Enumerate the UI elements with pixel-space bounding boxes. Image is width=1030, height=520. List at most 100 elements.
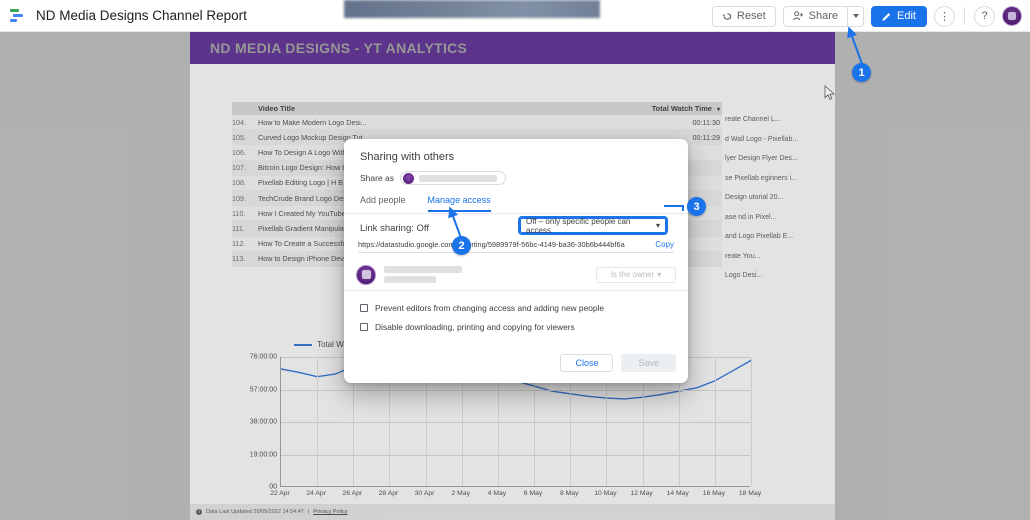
chart-x-tick-label: 6 May — [523, 490, 543, 497]
row-number: 104. — [232, 117, 246, 127]
row-number: 110. — [232, 208, 246, 218]
kebab-menu-icon: ⋮ — [939, 10, 950, 23]
share-as-account-chip[interactable] — [400, 171, 507, 185]
sharing-dialog: Sharing with others Share as Add people … — [344, 139, 688, 383]
chart-x-tick-label: 12 May — [630, 490, 653, 497]
checkbox-icon[interactable] — [360, 304, 368, 312]
sort-caret-icon: ▾ — [716, 107, 720, 113]
chart-x-axis-labels: 22 Apr 24 Apr 26 Apr 28 Apr 30 Apr 2 May 4 May… — [270, 490, 761, 502]
more-options-button[interactable]: ⋮ — [934, 5, 955, 27]
toolbar-right: Reset Share Edit ⋮ — [711, 0, 1022, 32]
video-table-secondary-column: reate Channel L... d Wall Logo - Pixellab… — [725, 115, 823, 291]
close-button[interactable]: Close — [560, 354, 614, 372]
mouse-cursor — [824, 85, 835, 100]
chart-x-tick-label: 14 May — [666, 490, 689, 497]
chart-x-tick-label: 30 Apr — [414, 490, 435, 497]
row-watch-time: 00:11:29 — [692, 132, 720, 142]
chevron-down-icon: ▾ — [657, 270, 662, 279]
share-url-row: https://datastudio.google.com/reporting/… — [358, 237, 674, 253]
chart-y-tick-label: 19:00:00 — [249, 451, 277, 458]
person-add-icon — [792, 11, 803, 21]
chart-gridline — [281, 389, 750, 391]
share-dropdown-button[interactable] — [847, 5, 865, 27]
share-url-text[interactable]: https://datastudio.google.com/reporting/… — [358, 240, 625, 249]
chart-vertical-gridline — [714, 357, 716, 486]
report-footer: i Data Last Updated 20/05/2022 14:54:47 … — [190, 504, 835, 520]
owner-name-redacted — [384, 266, 462, 273]
callout-badge-2: 2 — [452, 236, 471, 255]
owner-role-label: Is the owner — [610, 270, 655, 279]
chart-vertical-gridline — [751, 357, 752, 486]
owner-role-select[interactable]: Is the owner ▾ — [596, 266, 676, 283]
disable-download-label: Disable downloading, printing and copyin… — [375, 322, 575, 332]
dialog-actions: Close Save — [560, 354, 676, 372]
chart-vertical-gridline — [570, 357, 572, 486]
chart-y-tick-label: 76:00:00 — [249, 353, 277, 361]
chart-x-tick-label: 26 Apr — [342, 490, 363, 497]
row-number: 109. — [232, 193, 246, 203]
help-button[interactable]: ? — [974, 5, 995, 27]
owner-email-redacted — [384, 276, 436, 283]
row-number: 106. — [232, 147, 246, 157]
privacy-policy-link[interactable]: Privacy Policy — [313, 509, 348, 515]
dialog-title: Sharing with others — [360, 151, 455, 163]
secondary-row-title: and Logo Pixellab E... — [725, 233, 794, 240]
prevent-editors-checkbox-row[interactable]: Prevent editors from changing access and… — [360, 303, 604, 313]
secondary-row-title: ase nd in Pixel... — [725, 213, 777, 221]
header-video-title: Video Title — [258, 104, 296, 113]
owner-avatar — [356, 264, 376, 285]
toolbar-left: ND Media Designs Channel Report — [0, 8, 247, 24]
secondary-row-title: se Pixellab eginners i... — [725, 174, 797, 182]
secondary-row-title: lyer Design Flyer Des... — [725, 155, 798, 162]
share-as-email-redacted — [419, 174, 498, 182]
checkbox-icon[interactable] — [360, 323, 368, 331]
chart-x-tick-label: 4 May — [487, 490, 507, 497]
row-video-title: How to Design iPhone Devic... — [258, 254, 356, 264]
chart-vertical-gridline — [389, 357, 391, 486]
table-row[interactable]: 104. How to Make Modern Logo Desi... 00:11… — [232, 115, 722, 131]
share-label: Share — [808, 10, 839, 22]
chart-vertical-gridline — [642, 357, 644, 486]
footer-separator: | — [307, 509, 310, 515]
tab-add-people[interactable]: Add people — [360, 195, 406, 205]
row-video-title: How To Create a Successful... — [258, 239, 355, 249]
row-video-title: Pixellab Editing Logo | H B L... — [258, 178, 355, 188]
report-banner-title: ND MEDIA DESIGNS - YT ANALYTICS — [210, 40, 468, 56]
info-icon: i — [196, 509, 202, 515]
secondary-row-title: Logo Desi... — [725, 272, 763, 279]
chart-vertical-gridline — [497, 357, 499, 486]
secondary-row-title: reate Channel L... — [725, 116, 781, 123]
row-number: 105. — [232, 132, 246, 142]
chart-gridline — [281, 454, 750, 456]
tab-manage-access[interactable]: Manage access — [427, 195, 491, 212]
chart-x-tick-label: 16 May — [702, 490, 725, 497]
link-sharing-label: Link sharing: Off — [360, 223, 430, 234]
chart-vertical-gridline — [425, 357, 427, 486]
chevron-down-icon — [852, 14, 859, 18]
reset-button[interactable]: Reset — [711, 5, 776, 27]
secondary-row-title: reate You... — [725, 252, 761, 260]
share-as-label: Share as — [360, 173, 395, 183]
share-button[interactable]: Share — [782, 5, 848, 27]
account-avatar[interactable] — [1002, 6, 1022, 26]
row-video-title: Curved Logo Mockup Design Tut... — [258, 132, 369, 142]
link-access-select[interactable]: Off – only specific people can access ▾ — [518, 216, 668, 235]
header-total-watch-time[interactable]: Total Watch Time ▾ — [614, 104, 722, 113]
tabs-divider — [344, 213, 688, 214]
prevent-editors-label: Prevent editors from changing access and… — [375, 303, 605, 313]
pencil-icon — [882, 13, 891, 21]
row-video-title: Bitcoin Logo Design: How to... — [258, 163, 355, 173]
row-number: 107. — [232, 163, 246, 173]
header-watch-label: Total Watch Time — [651, 104, 712, 113]
disable-download-checkbox-row[interactable]: Disable downloading, printing and copyin… — [360, 322, 575, 332]
chart-vertical-gridline — [534, 357, 536, 486]
row-video-title: Pixellab Gradient Manipulatio... — [258, 223, 358, 233]
copy-link-button[interactable]: Copy — [655, 240, 674, 249]
chart-vertical-gridline — [317, 357, 319, 486]
row-video-title: TechCrude Brand Logo Desig... — [258, 193, 359, 203]
edit-button[interactable]: Edit — [871, 5, 927, 27]
chart-vertical-gridline — [678, 357, 680, 486]
row-video-title: How I Created My YouTube C... — [258, 208, 359, 218]
row-number: 113. — [232, 254, 246, 264]
link-access-value: Off – only specific people can access — [526, 216, 631, 235]
